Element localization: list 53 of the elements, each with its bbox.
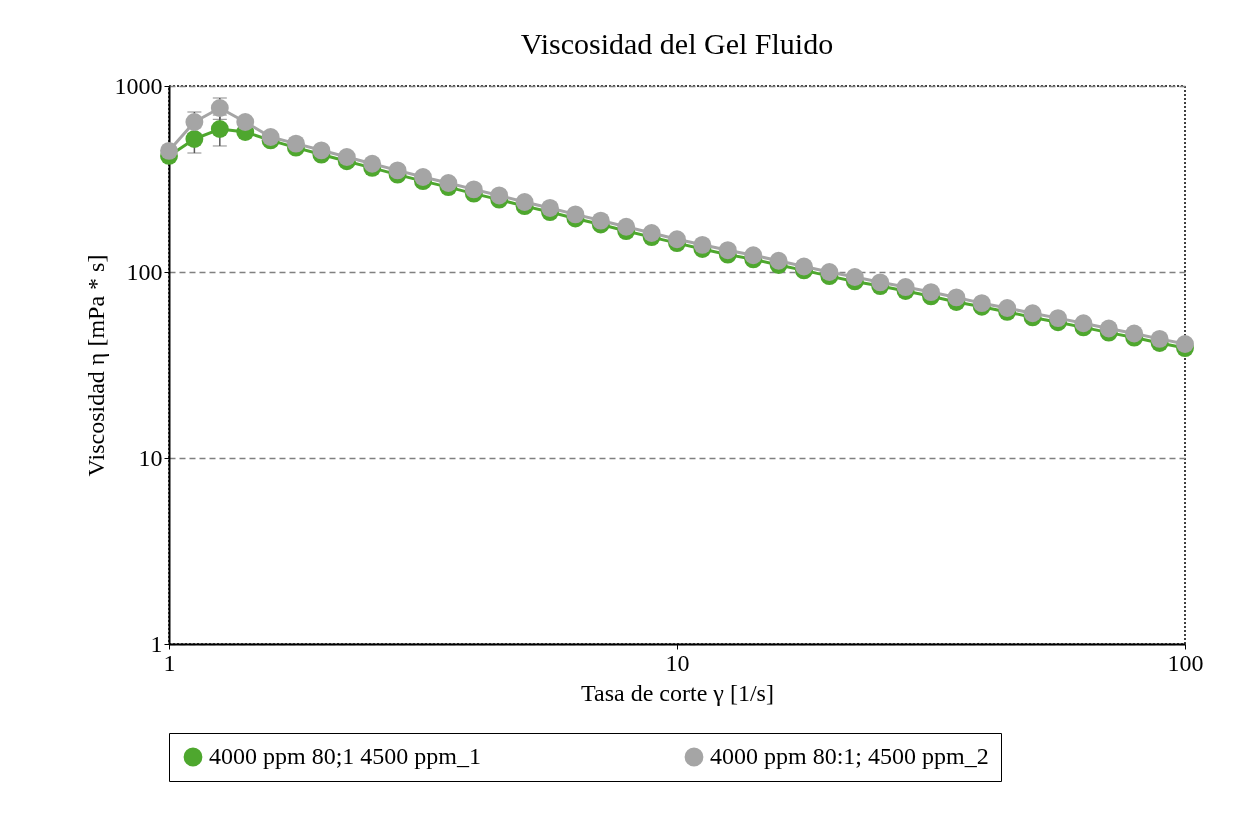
- point: [287, 134, 305, 153]
- point: [388, 161, 407, 180]
- point: [668, 230, 686, 249]
- point: [414, 168, 432, 186]
- point: [210, 99, 229, 117]
- point: [185, 113, 204, 131]
- point: [795, 257, 813, 276]
- point: [185, 130, 204, 148]
- point: [1150, 329, 1169, 348]
- point: [1074, 314, 1093, 333]
- point: [642, 224, 661, 242]
- x-axis-title: Tasa de corte γ [1/s]: [581, 679, 774, 706]
- point: [744, 246, 763, 265]
- point: [515, 193, 534, 211]
- point: [337, 148, 356, 166]
- point: [490, 186, 509, 205]
- legend-label: 4000 ppm 80:1; 4500 ppm_2: [710, 743, 989, 769]
- point: [160, 141, 178, 160]
- x-tick-label: 10: [665, 649, 690, 676]
- point: [541, 199, 559, 217]
- chart-title: Viscosidad del Gel Fluido: [520, 27, 834, 60]
- point: [1176, 335, 1194, 353]
- point: [591, 211, 610, 230]
- point: [617, 217, 636, 236]
- y-tick-label: 1000: [114, 72, 163, 99]
- point: [236, 113, 255, 131]
- point: [439, 174, 458, 192]
- y-tick-label: 100: [126, 258, 163, 285]
- point: [261, 128, 280, 146]
- point: [947, 288, 966, 307]
- y-axis-title: Viscosidad η [mPa * s]: [82, 254, 109, 477]
- y-tick-label: 10: [138, 444, 163, 471]
- point: [210, 120, 229, 138]
- point: [1023, 304, 1042, 323]
- point: [718, 241, 737, 260]
- point: [896, 278, 915, 296]
- point: [998, 299, 1017, 317]
- point: [1125, 324, 1144, 343]
- point: [845, 268, 864, 286]
- point: [820, 263, 839, 281]
- point: [871, 273, 890, 292]
- point: [312, 141, 331, 160]
- point: [566, 205, 585, 224]
- point: [922, 283, 940, 301]
- point: [769, 251, 788, 270]
- point: [1099, 319, 1118, 338]
- legend-label: 4000 ppm 80;1 4500 ppm_1: [209, 743, 482, 769]
- point: [464, 180, 483, 199]
- point: [693, 235, 712, 254]
- x-tick-label: 100: [1167, 649, 1204, 676]
- point: [363, 154, 382, 173]
- y-tick-label: 1: [150, 630, 163, 657]
- point: [1049, 309, 1067, 328]
